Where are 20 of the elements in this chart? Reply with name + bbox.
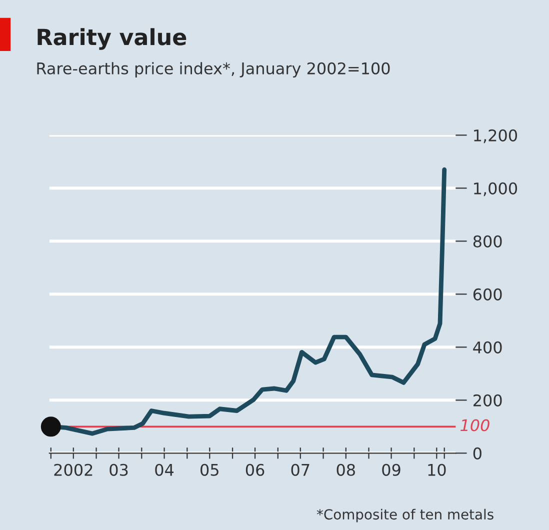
x-tick-label: 09 — [382, 464, 400, 476]
y-tick-label: 800 — [473, 235, 502, 248]
text: *Composite of ten metals — [316, 508, 494, 522]
y-tick-label: 1,000 — [474, 182, 517, 196]
y-tick-label: 0 — [473, 447, 482, 460]
x-tick-label: 2002 — [54, 464, 92, 476]
y-tick-label: 200 — [474, 394, 502, 406]
x-tick-label: 04 — [155, 464, 174, 476]
x-tick-label: 08 — [336, 464, 355, 476]
ref-line-label: 100 — [460, 419, 490, 432]
x-tick-label: 03 — [110, 464, 128, 476]
x-tick-label: 05 — [200, 464, 218, 476]
x-tick-label: 10 — [428, 464, 446, 476]
x-tick-label: 06 — [246, 464, 264, 476]
y-tick-label: 1,200 — [474, 129, 517, 144]
chart-title: Rarity value — [38, 28, 186, 50]
y-tick-label: 400 — [473, 341, 502, 354]
y-tick-label: 600 — [473, 288, 502, 300]
x-tick-label: 07 — [291, 464, 310, 476]
chart-subtitle: Rare-earths price index*, January 2002=100 — [37, 62, 390, 78]
